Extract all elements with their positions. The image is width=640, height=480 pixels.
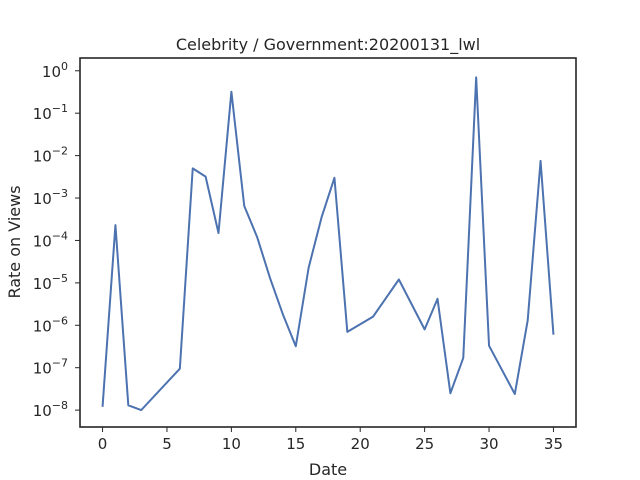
y-tick-base: 10 bbox=[33, 360, 52, 378]
y-tick-label: 10−1 bbox=[33, 102, 68, 123]
y-tick-exponent: −8 bbox=[52, 399, 68, 412]
x-tick-label: 20 bbox=[351, 435, 370, 453]
x-tick-label: 35 bbox=[544, 435, 563, 453]
x-tick-label: 0 bbox=[98, 435, 108, 453]
y-tick-exponent: −4 bbox=[52, 229, 68, 242]
y-tick-exponent: −3 bbox=[52, 187, 68, 200]
x-axis-label: Date bbox=[309, 460, 347, 479]
y-tick-base: 10 bbox=[33, 105, 52, 123]
y-tick-label: 10−6 bbox=[33, 314, 68, 335]
x-tick-label: 25 bbox=[415, 435, 434, 453]
y-tick-label: 10−3 bbox=[33, 187, 68, 208]
plot-area bbox=[79, 57, 577, 428]
y-tick-exponent: −2 bbox=[52, 145, 68, 158]
y-tick-exponent: −7 bbox=[52, 357, 68, 370]
y-tick-base: 10 bbox=[33, 190, 52, 208]
x-tick-label: 15 bbox=[286, 435, 305, 453]
y-tick-label: 10−8 bbox=[33, 399, 68, 420]
y-tick-base: 10 bbox=[33, 148, 52, 166]
y-tick-base: 10 bbox=[33, 317, 52, 335]
chart-title: Celebrity / Government:20200131_lwl bbox=[176, 35, 480, 55]
y-tick-base: 10 bbox=[33, 402, 52, 420]
y-tick-base: 10 bbox=[42, 63, 61, 81]
y-tick-label: 10−4 bbox=[33, 229, 68, 250]
x-axis-ticks: 0 5 10 15 20 25 30 35 bbox=[98, 427, 563, 453]
y-tick-exponent: −1 bbox=[52, 102, 68, 115]
y-tick-exponent: −5 bbox=[52, 272, 68, 285]
y-tick-base: 10 bbox=[33, 275, 52, 293]
y-tick-label: 100 bbox=[42, 60, 68, 81]
x-tick-label: 30 bbox=[479, 435, 498, 453]
y-axis-label: Rate on Views bbox=[5, 185, 24, 298]
y-tick-exponent: −6 bbox=[52, 314, 68, 327]
y-tick-base: 10 bbox=[33, 232, 52, 250]
series-line bbox=[101, 76, 555, 412]
y-tick-label: 10−7 bbox=[33, 357, 68, 378]
y-tick-label: 10−2 bbox=[33, 145, 68, 166]
y-tick-exponent: 0 bbox=[61, 60, 68, 73]
x-tick-label: 10 bbox=[222, 435, 241, 453]
x-tick-label: 5 bbox=[162, 435, 172, 453]
y-tick-label: 10−5 bbox=[33, 272, 68, 293]
